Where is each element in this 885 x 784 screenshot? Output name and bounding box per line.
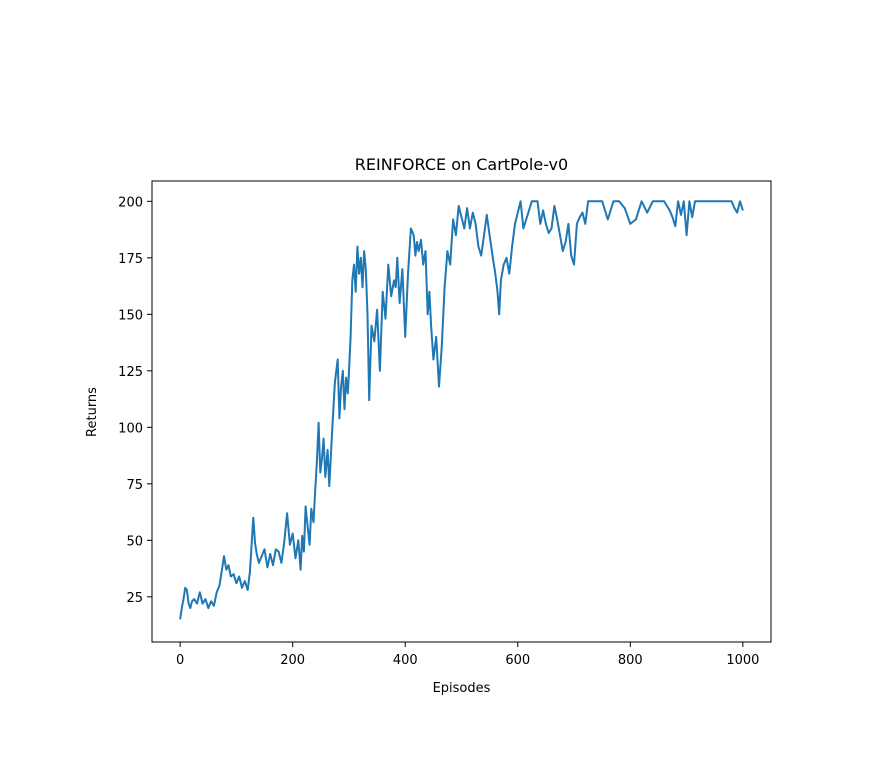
series-line-0 <box>179 200 744 620</box>
y-tick-label-125: 125 <box>118 365 143 380</box>
y-tick-label-25: 25 <box>126 591 143 606</box>
axes-frame <box>151 180 772 643</box>
x-tick-label-600: 600 <box>505 653 530 668</box>
y-tick-label-75: 75 <box>126 478 143 493</box>
y-tick-label-150: 150 <box>118 308 143 323</box>
chart-title: REINFORCE on CartPole-v0 <box>355 155 568 174</box>
x-tick-label-400: 400 <box>393 653 418 668</box>
x-tick-label-1000: 1000 <box>726 653 759 668</box>
y-tick-label-50: 50 <box>126 534 143 549</box>
x-axis-label: Episodes <box>433 681 491 696</box>
y-axis-label: Returns <box>85 387 100 437</box>
y-tick-label-100: 100 <box>118 421 143 436</box>
x-tick-label-800: 800 <box>618 653 643 668</box>
x-tick-label-200: 200 <box>280 653 305 668</box>
plot-area: 0 200 400 600 800 1000 25 50 75 100 125 150 175 200 <box>118 180 772 668</box>
y-tick-label-200: 200 <box>118 195 143 210</box>
x-tick-label-0: 0 <box>176 653 184 668</box>
y-tick-label-175: 175 <box>118 252 143 267</box>
